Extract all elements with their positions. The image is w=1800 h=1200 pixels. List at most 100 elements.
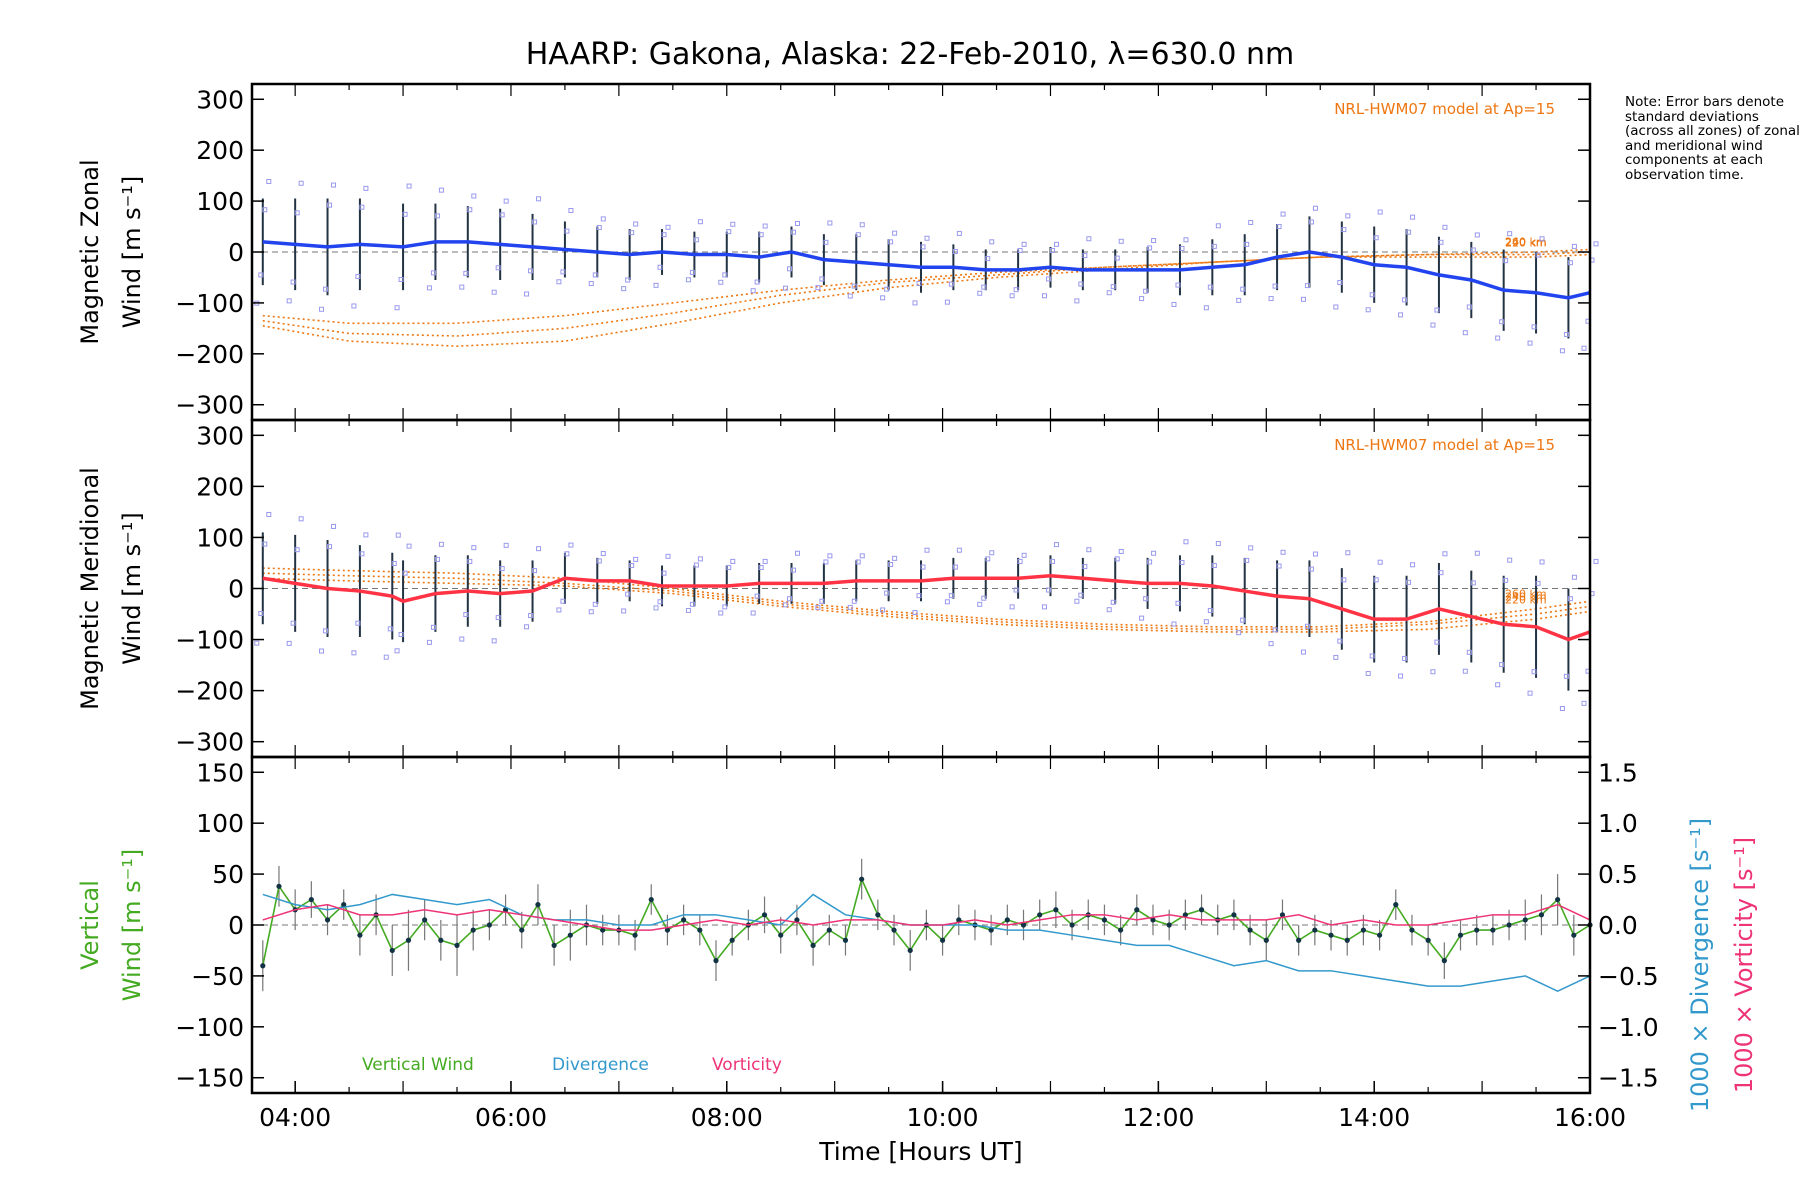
zone-point: [1017, 558, 1023, 564]
zone-point: [892, 555, 898, 561]
legend-entry: Vertical Wind: [362, 1055, 474, 1075]
zone-point: [1474, 550, 1480, 556]
zone-point: [294, 547, 300, 553]
zone-point: [981, 595, 987, 601]
zone-point: [1147, 559, 1153, 565]
y2-tick-label: −0.5: [1598, 962, 1659, 991]
zone-point: [912, 609, 918, 615]
vertical-wind-point: [1020, 922, 1027, 928]
zone-point: [880, 295, 886, 301]
zone-point: [1365, 307, 1371, 313]
zone-point: [730, 558, 736, 564]
zone-point: [398, 631, 404, 637]
zone-point: [1495, 335, 1501, 341]
model-label: NRL-HWM07 model at Ap=15: [1334, 100, 1555, 118]
zone-point: [266, 178, 272, 184]
vertical-wind-point: [810, 942, 816, 948]
vertical-wind-point: [405, 937, 412, 943]
zone-point: [880, 607, 886, 613]
vertical-wind-point: [956, 917, 962, 923]
vertical-wind-point: [875, 912, 881, 918]
zone-point: [1215, 223, 1221, 229]
vertical-wind-point: [794, 917, 800, 923]
zone-point: [298, 180, 304, 186]
vertical-wind-point: [778, 932, 784, 938]
zone-point: [1333, 304, 1339, 310]
zone-point: [722, 272, 728, 278]
zone-point: [588, 609, 594, 615]
y2-tick-label: 1.5: [1598, 758, 1638, 787]
zone-point: [697, 219, 703, 225]
zone-point: [1244, 241, 1250, 247]
zone-point: [621, 286, 627, 292]
vertical-wind-point: [761, 912, 768, 918]
zone-point: [536, 546, 542, 552]
vertical-wind-point: [1118, 927, 1124, 933]
zone-point: [1402, 297, 1408, 303]
zone-point: [1300, 296, 1306, 302]
vertical-wind-point: [470, 927, 476, 933]
x-tick-label: 16:00: [1554, 1103, 1626, 1132]
vertical-wind-point: [438, 937, 444, 943]
zone-point: [1009, 604, 1015, 610]
vertical-wind-point: [1344, 937, 1350, 943]
y-axis-label-line2: Wind [m s⁻¹]: [118, 176, 146, 328]
vertical-wind-point: [324, 917, 331, 923]
zone-point: [1086, 236, 1092, 242]
y2-tick-label: −1.5: [1598, 1064, 1659, 1093]
zone-point: [1581, 700, 1587, 706]
vertical-wind-point: [1474, 927, 1480, 933]
zone-point: [1337, 638, 1343, 644]
zone-point: [884, 590, 890, 596]
zone-point: [1373, 577, 1379, 583]
zone-point: [791, 567, 797, 573]
model-curve: [262, 572, 1591, 631]
zone-point: [1049, 558, 1055, 564]
vertical-wind-point: [454, 942, 460, 948]
zone-point: [1581, 345, 1587, 351]
zone-point: [815, 604, 821, 610]
y-tick-label: 200: [196, 472, 244, 501]
zone-point: [1563, 673, 1569, 679]
y2-tick-label: 0.5: [1598, 860, 1638, 889]
zone-point: [1175, 282, 1181, 288]
zone-point: [1151, 238, 1157, 244]
y-tick-label: −150: [175, 1064, 244, 1093]
zone-point: [754, 593, 760, 599]
y-tick-label: 0: [228, 575, 244, 604]
zone-point: [588, 281, 594, 287]
zone-point: [855, 559, 861, 565]
zone-point: [1406, 579, 1412, 585]
zone-point: [1151, 550, 1157, 556]
zone-point: [1406, 229, 1412, 235]
zone-point: [1013, 287, 1019, 293]
chart-title: HAARP: Gakona, Alaska: 22-Feb-2010, λ=63…: [526, 37, 1294, 72]
zone-point: [916, 281, 922, 287]
y-tick-label: 100: [196, 523, 244, 552]
zone-point: [762, 223, 768, 229]
vertical-wind-point: [632, 932, 638, 938]
vertical-wind-point: [1279, 912, 1286, 918]
zone-point: [1559, 705, 1565, 711]
zone-point: [491, 638, 497, 644]
zone-point: [985, 256, 991, 262]
zone-point: [528, 268, 534, 274]
zone-point: [920, 244, 926, 250]
vertical-wind-point: [1376, 932, 1383, 938]
zone-point: [625, 591, 631, 597]
zone-point: [1377, 209, 1383, 215]
zone-point: [434, 213, 440, 219]
zone-point: [661, 232, 667, 238]
zone-point: [1248, 545, 1254, 551]
zone-point: [1531, 669, 1537, 675]
zone-point: [1312, 551, 1318, 557]
zone-point: [1211, 563, 1217, 569]
zone-point: [499, 212, 505, 218]
y-axis-label-line1: Vertical: [76, 880, 104, 970]
zone-point: [956, 547, 962, 553]
zone-point: [1021, 241, 1027, 247]
zone-point: [1082, 564, 1088, 570]
vertical-wind-point: [907, 947, 913, 954]
zone-point: [1248, 219, 1254, 225]
y-tick-label: −300: [175, 391, 244, 420]
